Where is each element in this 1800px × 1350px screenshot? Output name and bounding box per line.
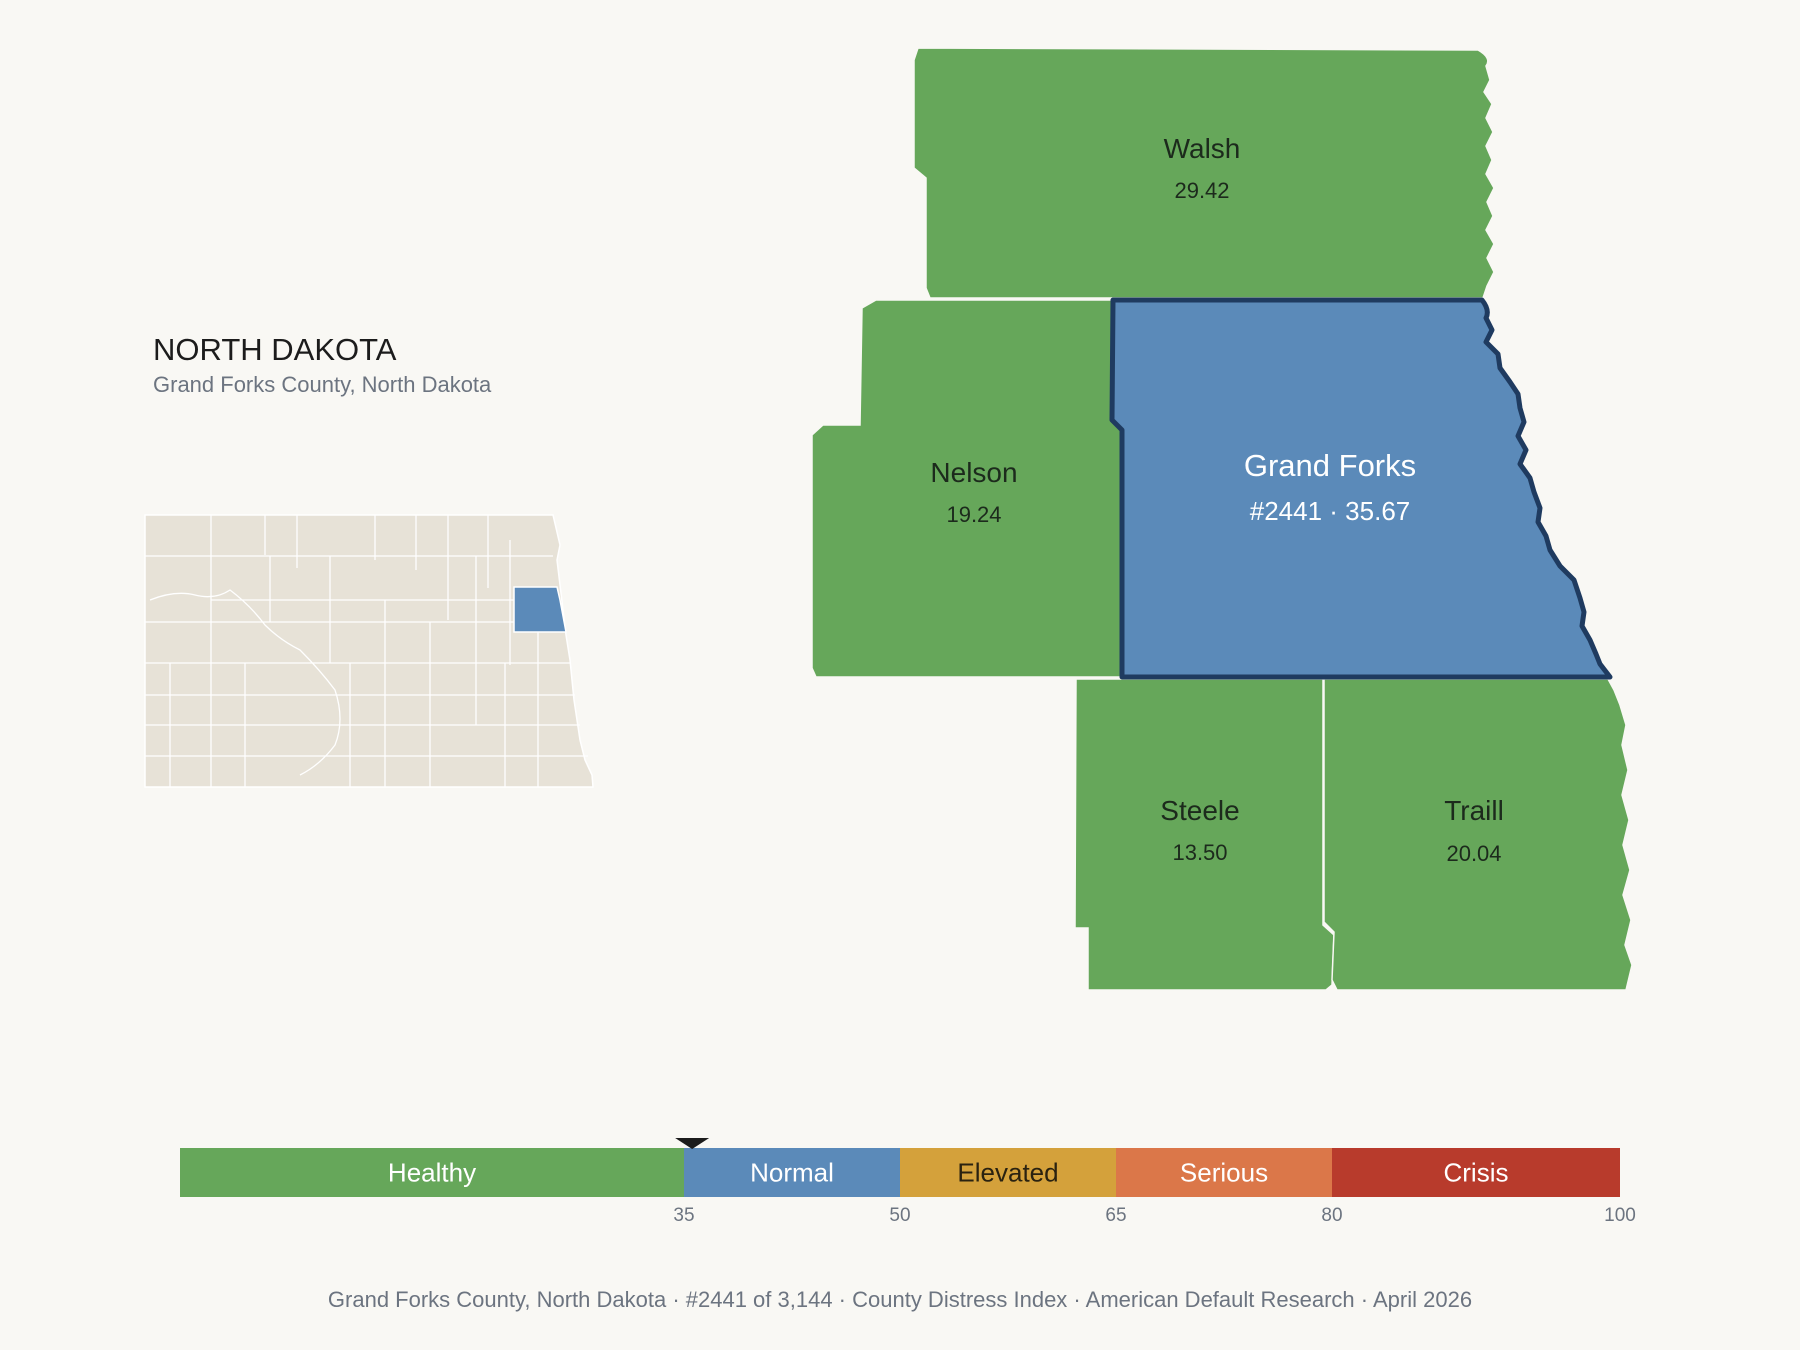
county-value-traill: 20.04	[1446, 841, 1501, 866]
county-labels: Walsh 29.42 Nelson 19.24 Grand Forks #24…	[930, 133, 1503, 866]
county-label-walsh: Walsh	[1164, 133, 1241, 164]
scale-tick-65: 65	[1105, 1205, 1126, 1226]
scale-segment-healthy	[180, 1148, 684, 1197]
state-outline	[144, 514, 594, 788]
scale-label-normal: Normal	[750, 1158, 834, 1188]
county-label-nelson: Nelson	[930, 457, 1017, 488]
scale-label-crisis: Crisis	[1444, 1158, 1509, 1188]
distress-scale-bar: Healthy Normal Elevated Serious Crisis 35 50 65…	[180, 1138, 1636, 1226]
county-value-walsh: 29.42	[1174, 178, 1229, 203]
scale-segment-elevated	[900, 1148, 1116, 1197]
county-value-grand-forks: #2441 · 35.67	[1250, 496, 1410, 526]
county-grand-forks[interactable]	[1109, 297, 1613, 680]
county-value-steele: 13.50	[1172, 840, 1227, 865]
scale-tick-80: 80	[1321, 1205, 1342, 1226]
scale-tick-35: 35	[673, 1205, 694, 1226]
scale-label-serious: Serious	[1180, 1158, 1268, 1188]
scale-segment-crisis	[1332, 1148, 1620, 1197]
scale-tick-100: 100	[1604, 1205, 1636, 1226]
scale-segment-normal	[684, 1148, 900, 1197]
county-label-grand-forks: Grand Forks	[1244, 448, 1416, 483]
state-title: NORTH DAKOTA	[153, 332, 397, 367]
county-label-steele: Steele	[1160, 795, 1239, 826]
county-label-traill: Traill	[1444, 795, 1504, 826]
footer-caption: Grand Forks County, North Dakota · #2441…	[328, 1287, 1472, 1312]
scale-segment-serious	[1116, 1148, 1332, 1197]
state-locator-map	[144, 514, 594, 788]
locator-highlight-grand-forks	[513, 586, 567, 633]
county-walsh[interactable]	[913, 47, 1495, 299]
county-steele[interactable]	[1074, 678, 1335, 991]
scale-label-healthy: Healthy	[388, 1158, 476, 1188]
scale-label-elevated: Elevated	[957, 1158, 1058, 1188]
county-value-nelson: 19.24	[946, 502, 1001, 527]
scale-marker	[675, 1138, 710, 1149]
scale-tick-50: 50	[889, 1205, 910, 1226]
locator-county-borders	[145, 515, 588, 787]
county-nelson[interactable]	[811, 299, 1123, 678]
page-subtitle: Grand Forks County, North Dakota	[153, 372, 492, 397]
county-traill[interactable]	[1323, 678, 1633, 991]
county-map	[811, 47, 1633, 991]
